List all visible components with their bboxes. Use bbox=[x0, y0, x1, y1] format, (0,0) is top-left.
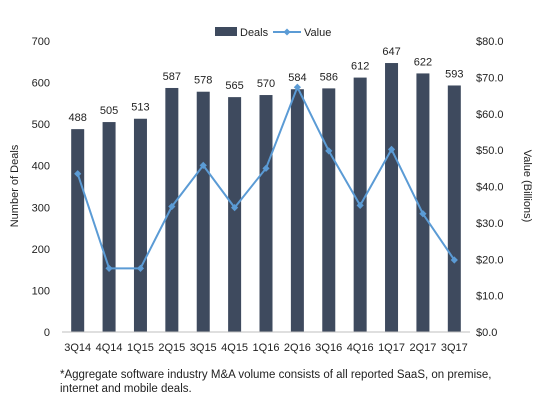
y-axis: 0 100 200 300 400 500 600 700 bbox=[32, 36, 50, 339]
legend-label-deals: Deals bbox=[240, 27, 269, 39]
deals-bar bbox=[416, 73, 430, 332]
deals-data-label: 587 bbox=[163, 71, 181, 83]
x-tick-label: 2Q16 bbox=[284, 342, 311, 354]
legend-swatch-value-marker bbox=[283, 28, 291, 36]
deals-bar bbox=[447, 85, 461, 332]
value-point bbox=[231, 203, 239, 212]
value-point bbox=[168, 202, 176, 211]
deals-data-label: 647 bbox=[382, 46, 400, 58]
deals-data-label: 578 bbox=[194, 75, 212, 87]
deals-data-label: 612 bbox=[351, 61, 369, 73]
value-point bbox=[199, 161, 207, 170]
value-point bbox=[105, 264, 113, 272]
x-tick-label: 3Q15 bbox=[190, 342, 217, 354]
value-point bbox=[136, 264, 145, 272]
y2-tick-label: $40.0 bbox=[476, 182, 504, 194]
value-line bbox=[74, 83, 458, 272]
legend-label-value: Value bbox=[304, 27, 331, 39]
value-point bbox=[262, 164, 270, 172]
value-point bbox=[387, 145, 396, 153]
deals-bar bbox=[290, 89, 304, 332]
x-tick-label: 4Q16 bbox=[347, 342, 374, 354]
y2-tick-label: $50.0 bbox=[476, 145, 504, 157]
value-point bbox=[293, 83, 301, 91]
value-point bbox=[450, 256, 458, 264]
y-tick-label: 600 bbox=[32, 78, 50, 90]
deals-bars bbox=[71, 63, 461, 333]
y-tick-label: 300 bbox=[32, 202, 50, 214]
y2-tick-label: $60.0 bbox=[476, 109, 504, 121]
y2-tick-label: $20.0 bbox=[476, 254, 504, 266]
x-axis: 3Q14 4Q14 1Q15 2Q15 3Q15 4Q15 1Q16 2Q16 3Q16 4Q16… bbox=[64, 342, 468, 354]
deals-bar bbox=[322, 88, 336, 333]
x-tick-label: 2Q15 bbox=[158, 342, 185, 354]
deals-bar bbox=[71, 129, 85, 332]
legend: Deals Value bbox=[215, 27, 331, 39]
x-tick-label: 4Q14 bbox=[96, 342, 123, 354]
value-point bbox=[325, 147, 333, 155]
y-tick-label: 400 bbox=[32, 161, 50, 173]
y2-tick-label: $30.0 bbox=[476, 218, 504, 230]
x-tick-label: 3Q17 bbox=[441, 342, 468, 354]
deals-bar bbox=[259, 95, 273, 333]
y2-axis: $0.0 $10.0 $20.0 $30.0 $40.0 $50.0 $60.0 $70.0 $… bbox=[476, 36, 504, 339]
deals-data-label: 584 bbox=[288, 72, 306, 84]
x-tick-label: 2Q17 bbox=[409, 342, 436, 354]
y-tick-label: 200 bbox=[32, 244, 50, 256]
deals-data-label: 570 bbox=[257, 78, 275, 90]
x-tick-label: 1Q15 bbox=[127, 342, 154, 354]
y2-tick-label: $0.0 bbox=[476, 327, 497, 339]
deals-data-label: 513 bbox=[131, 102, 149, 114]
deals-data-label: 586 bbox=[320, 71, 338, 83]
x-tick-label: 1Q17 bbox=[378, 342, 405, 354]
deals-data-label: 488 bbox=[69, 112, 87, 124]
value-point bbox=[74, 170, 82, 178]
deals-bar bbox=[102, 122, 116, 332]
y-tick-label: 0 bbox=[44, 327, 50, 339]
deals-data-label: 622 bbox=[414, 56, 432, 68]
value-point bbox=[419, 210, 427, 218]
x-tick-label: 4Q15 bbox=[221, 342, 248, 354]
x-tick-label: 1Q16 bbox=[253, 342, 280, 354]
y2-tick-label: $80.0 bbox=[476, 36, 504, 48]
deals-data-label: 593 bbox=[445, 68, 463, 80]
combo-chart: Deals Value Number of Deals Value (Billi… bbox=[9, 27, 533, 354]
y2-tick-label: $10.0 bbox=[476, 291, 504, 303]
deals-data-label: 505 bbox=[100, 105, 118, 117]
legend-swatch-deals bbox=[215, 27, 237, 36]
deals-data-labels: 488 505 513 587 578 565 570 584 586 612 647 622 593 bbox=[69, 46, 464, 124]
footnote: *Aggregate software industry M&A volume … bbox=[60, 369, 492, 395]
y2-axis-title: Value (Billions) bbox=[521, 150, 533, 223]
x-tick-label: 3Q14 bbox=[64, 342, 91, 354]
deals-bar bbox=[385, 63, 399, 332]
deals-bar bbox=[228, 97, 242, 332]
y-tick-label: 500 bbox=[32, 119, 50, 131]
y2-tick-label: $70.0 bbox=[476, 72, 504, 84]
deals-bar bbox=[133, 118, 147, 332]
y-tick-label: 700 bbox=[32, 36, 50, 48]
y-axis-title: Number of Deals bbox=[9, 144, 21, 227]
y-tick-label: 100 bbox=[32, 285, 50, 297]
deals-bar bbox=[196, 91, 210, 333]
deals-data-label: 565 bbox=[225, 80, 243, 92]
value-point bbox=[356, 201, 364, 210]
x-tick-label: 3Q16 bbox=[315, 342, 342, 354]
